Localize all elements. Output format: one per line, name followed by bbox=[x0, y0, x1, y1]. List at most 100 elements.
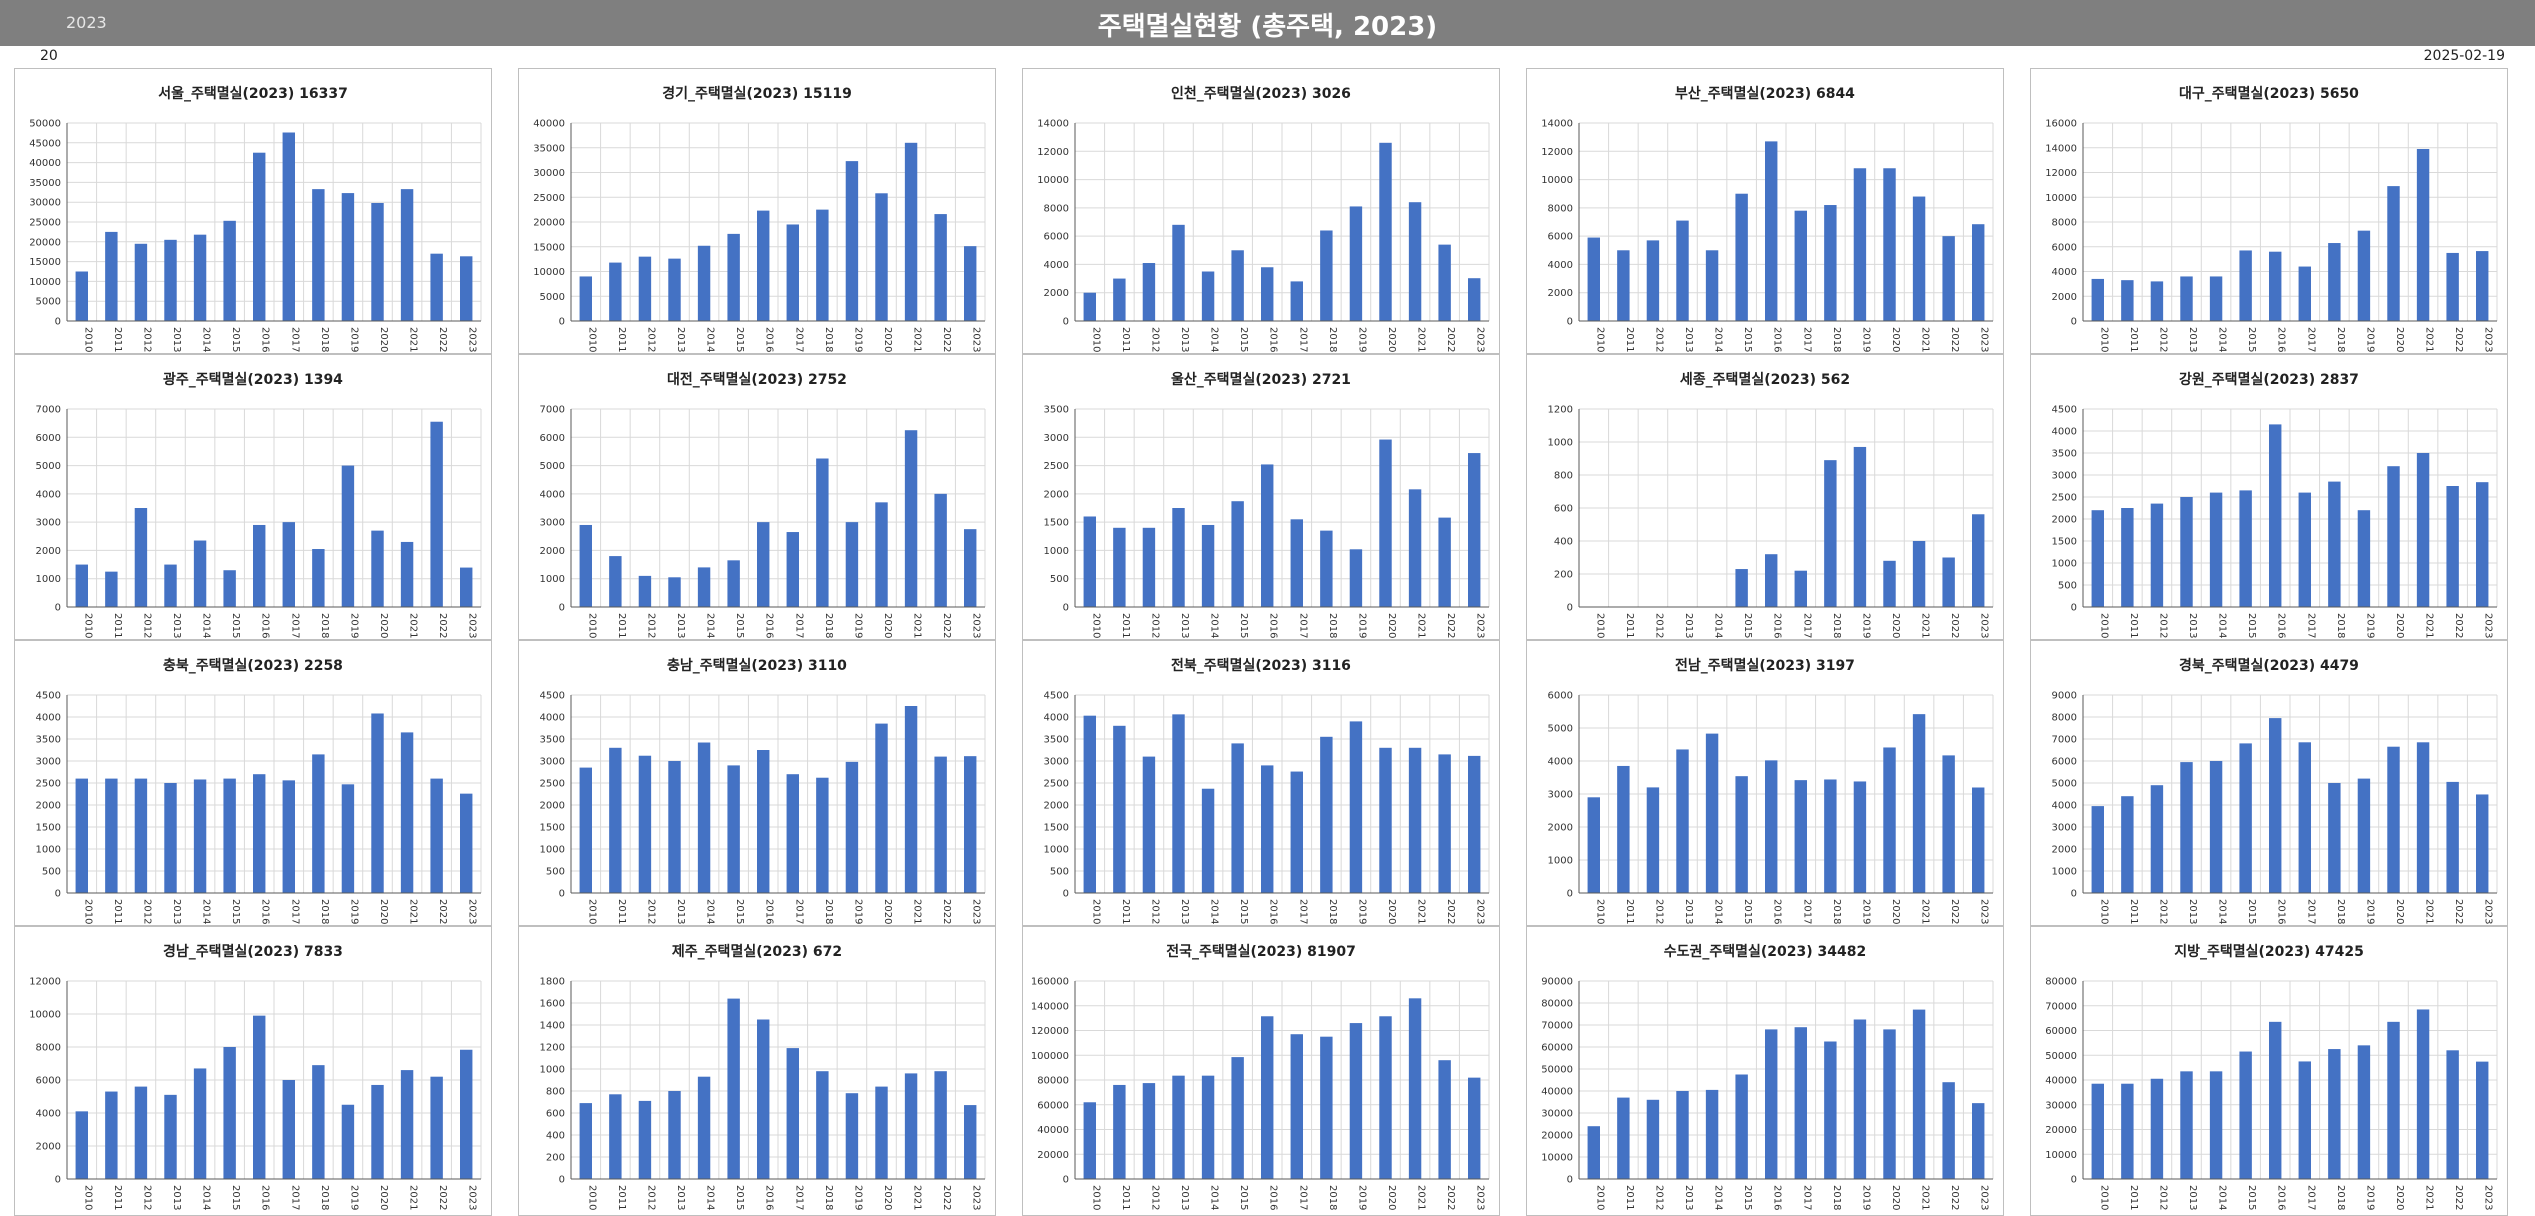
y-tick-label: 80000 bbox=[2045, 977, 2077, 988]
y-tick-label: 120000 bbox=[1031, 1026, 1069, 1037]
chart-panel: 수도권_주택멸실(2023) 34482 0 10000 20000 30000 4000… bbox=[1526, 926, 2004, 1216]
bar bbox=[875, 502, 888, 607]
x-tick-label: 2016 bbox=[1268, 1185, 1279, 1210]
y-tick-label: 2000 bbox=[1044, 489, 1069, 500]
x-tick-label: 2012 bbox=[141, 327, 152, 352]
chart-title: 전국_주택멸실(2023) 81907 bbox=[1166, 944, 1356, 960]
bar bbox=[1912, 196, 1926, 321]
x-tick-label: 2023 bbox=[1475, 327, 1486, 352]
chart-title: 충남_주택멸실(2023) 3110 bbox=[667, 658, 847, 674]
x-tick-label: 2010 bbox=[1090, 613, 1101, 638]
x-tick-label: 2020 bbox=[2394, 327, 2405, 352]
x-tick-label: 2023 bbox=[2483, 327, 2494, 352]
bar bbox=[757, 1019, 770, 1179]
x-tick-label: 2023 bbox=[971, 899, 982, 924]
x-tick-label: 2019 bbox=[2364, 327, 2375, 352]
bar bbox=[75, 564, 88, 607]
y-tick-label: 30000 bbox=[2045, 1100, 2077, 1111]
bar bbox=[2357, 778, 2371, 893]
x-tick-label: 2023 bbox=[1475, 613, 1486, 638]
chart-panel: 충남_주택멸실(2023) 3110 0 500 1000 1500 2000 2500 30… bbox=[518, 640, 996, 926]
x-tick-label: 2019 bbox=[852, 899, 863, 924]
bar bbox=[1824, 205, 1837, 321]
x-tick-label: 2014 bbox=[1713, 613, 1724, 638]
x-tick-label: 2018 bbox=[1831, 899, 1842, 924]
bar bbox=[1972, 224, 1985, 321]
y-tick-label: 1400 bbox=[540, 1021, 565, 1032]
x-tick-label: 2010 bbox=[82, 899, 93, 924]
x-tick-label: 2013 bbox=[1179, 1185, 1190, 1210]
bar bbox=[1408, 998, 1422, 1179]
y-tick-label: 2000 bbox=[2052, 515, 2077, 526]
y-tick-label: 3500 bbox=[1044, 405, 1069, 416]
y-tick-label: 2500 bbox=[1044, 779, 1069, 790]
y-tick-label: 400 bbox=[546, 1131, 565, 1142]
y-tick-label: 1000 bbox=[36, 845, 61, 856]
bar bbox=[1735, 569, 1748, 607]
y-tick-label: 10000 bbox=[1037, 175, 1069, 186]
bar-chart: 0 1000 2000 3000 4000 5000 6000 7000 2010 2011 201… bbox=[36, 405, 482, 638]
bar bbox=[964, 1105, 977, 1179]
x-tick-label: 2019 bbox=[1356, 1185, 1367, 1210]
bar bbox=[312, 189, 325, 321]
bar bbox=[2180, 1071, 2193, 1179]
x-tick-label: 2021 bbox=[1416, 613, 1427, 638]
bar bbox=[964, 756, 977, 893]
x-tick-label: 2015 bbox=[2246, 899, 2257, 924]
x-tick-label: 2016 bbox=[1268, 613, 1279, 638]
x-tick-label: 2012 bbox=[1149, 613, 1160, 638]
x-tick-label: 2021 bbox=[1416, 899, 1427, 924]
bar bbox=[223, 1047, 236, 1179]
bar bbox=[1646, 787, 1660, 893]
x-tick-label: 2017 bbox=[793, 899, 804, 924]
bar bbox=[2328, 783, 2341, 893]
bar bbox=[668, 577, 681, 607]
x-tick-label: 2018 bbox=[1831, 613, 1842, 638]
chart-panel: 전국_주택멸실(2023) 81907 0 20000 40000 60000 80000… bbox=[1022, 926, 1500, 1216]
x-tick-label: 2013 bbox=[1179, 899, 1190, 924]
y-tick-label: 4000 bbox=[1548, 260, 1573, 271]
bar bbox=[1320, 230, 1333, 321]
chart-title: 전남_주택멸실(2023) 3197 bbox=[1675, 658, 1855, 674]
x-tick-label: 2018 bbox=[823, 613, 834, 638]
y-tick-label: 1200 bbox=[540, 1043, 565, 1054]
bar bbox=[1587, 237, 1600, 321]
y-tick-label: 1000 bbox=[1548, 438, 1573, 449]
x-tick-label: 2012 bbox=[1149, 327, 1160, 352]
y-tick-label: 90000 bbox=[1541, 977, 1573, 988]
x-tick-label: 2015 bbox=[734, 899, 745, 924]
x-tick-label: 2020 bbox=[1890, 899, 1901, 924]
bar bbox=[193, 1068, 207, 1179]
x-tick-label: 2015 bbox=[230, 613, 241, 638]
x-tick-label: 2023 bbox=[1475, 899, 1486, 924]
bar bbox=[2328, 1049, 2341, 1179]
x-tick-label: 2020 bbox=[882, 899, 893, 924]
bar bbox=[1231, 1057, 1244, 1179]
x-tick-label: 2014 bbox=[2217, 613, 2228, 638]
x-tick-label: 2015 bbox=[2246, 1185, 2257, 1210]
bar bbox=[193, 234, 207, 321]
x-tick-label: 2017 bbox=[1297, 1185, 1308, 1210]
bar bbox=[1083, 516, 1096, 607]
x-tick-label: 2012 bbox=[645, 327, 656, 352]
bar bbox=[2150, 1078, 2164, 1179]
x-tick-label: 2013 bbox=[1683, 327, 1694, 352]
bar bbox=[1676, 220, 1689, 321]
x-tick-label: 2010 bbox=[586, 327, 597, 352]
bar bbox=[2387, 746, 2400, 893]
bar bbox=[1735, 1074, 1748, 1179]
bar bbox=[1349, 1023, 1363, 1179]
bar bbox=[1883, 1029, 1896, 1179]
x-tick-label: 2022 bbox=[1445, 1185, 1456, 1210]
x-tick-label: 2013 bbox=[1683, 899, 1694, 924]
y-tick-label: 20000 bbox=[533, 218, 565, 229]
bar bbox=[2239, 743, 2252, 893]
y-tick-label: 12000 bbox=[1037, 147, 1069, 158]
x-tick-label: 2010 bbox=[2098, 613, 2109, 638]
y-tick-label: 25000 bbox=[29, 218, 61, 229]
y-tick-label: 60000 bbox=[1037, 1100, 1069, 1111]
y-tick-label: 50000 bbox=[29, 119, 61, 130]
x-tick-label: 2019 bbox=[1356, 327, 1367, 352]
bar bbox=[2416, 1009, 2430, 1179]
bar bbox=[1587, 797, 1600, 893]
